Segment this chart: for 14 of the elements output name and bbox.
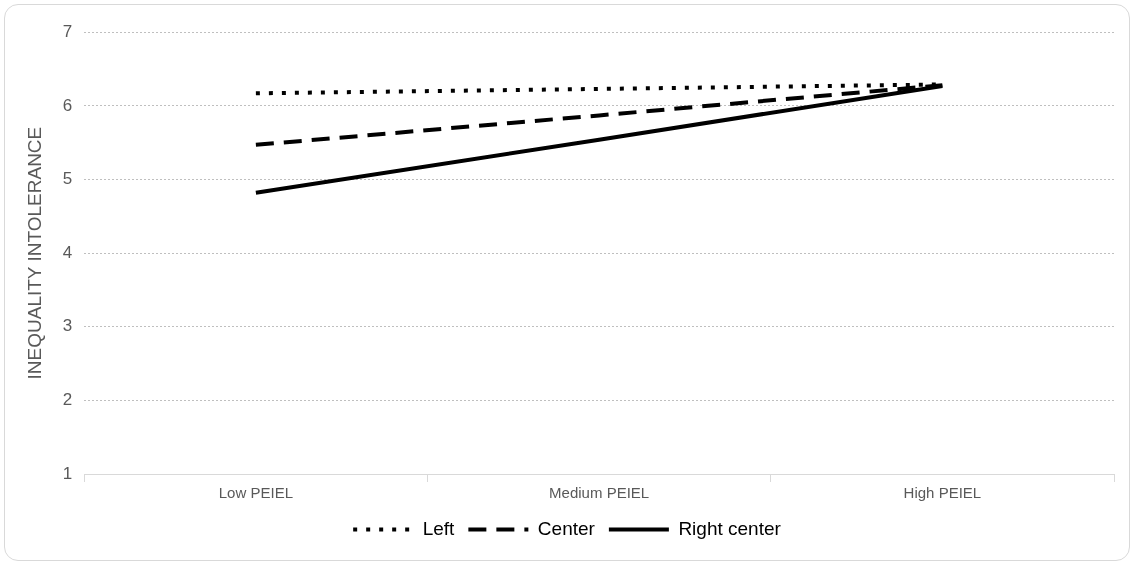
y-tick-label: 1 (62, 463, 73, 483)
legend-label: Right center (678, 517, 782, 539)
legend-label: Center (537, 517, 596, 539)
x-tick-label: Medium PEIEL (549, 484, 650, 502)
y-tick-label: 4 (62, 242, 73, 262)
y-tick-label: 3 (62, 316, 73, 336)
y-tick-label: 2 (62, 390, 73, 410)
legend-label: Left (422, 517, 456, 539)
x-tick-label: Low PEIEL (218, 484, 293, 502)
y-tick-label: 7 (62, 21, 73, 41)
y-axis-title: INEQUALITY INTOLERANCE (23, 126, 45, 380)
y-tick-label: 6 (62, 95, 73, 115)
x-tick-label: High PEIEL (903, 484, 982, 502)
y-tick-label: 5 (62, 169, 73, 189)
